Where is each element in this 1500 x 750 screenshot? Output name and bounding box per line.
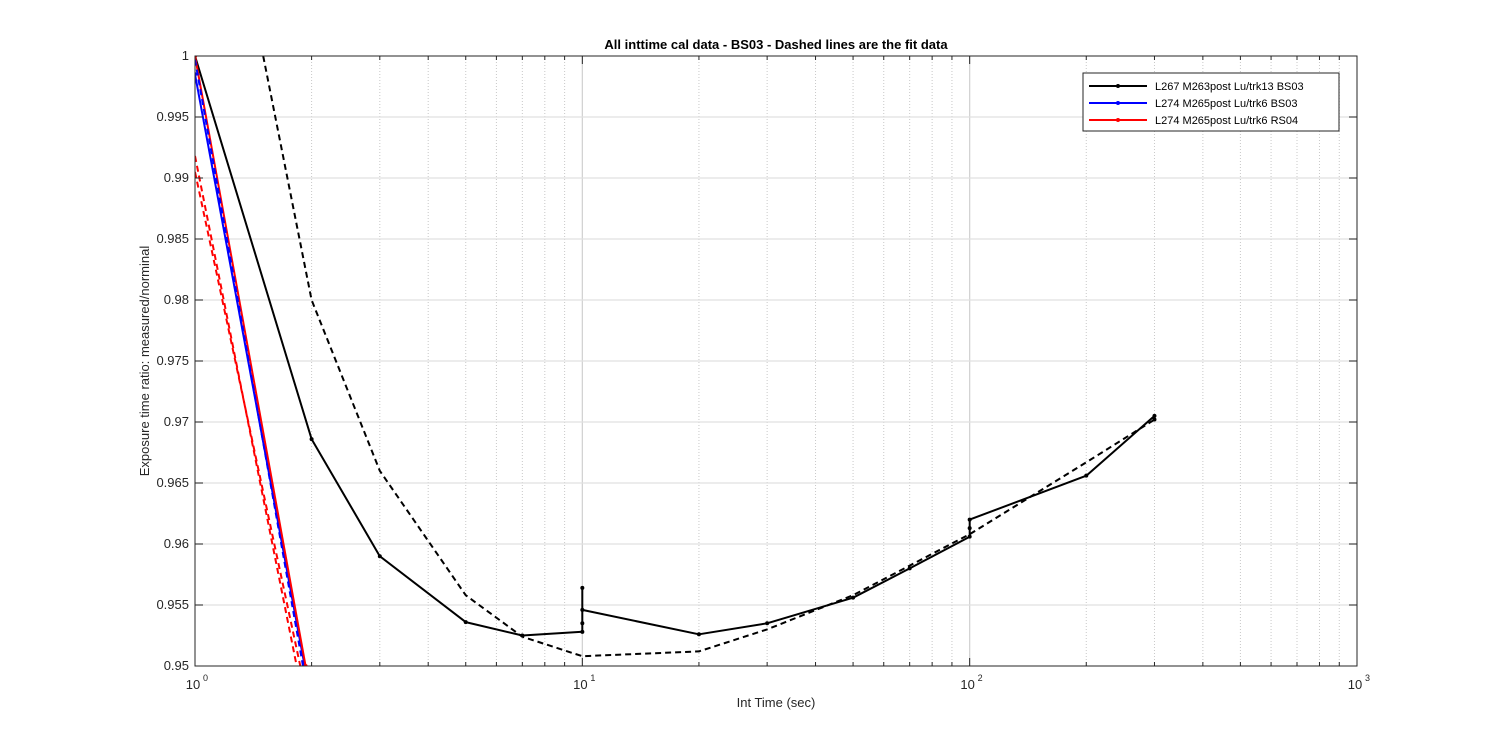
data-point bbox=[580, 607, 585, 612]
x-tick-label: 10 bbox=[573, 677, 587, 692]
legend-label: L274 M265post Lu/trk6 BS03 bbox=[1155, 98, 1297, 110]
y-tick-label: 0.995 bbox=[156, 109, 189, 124]
data-series-line bbox=[195, 56, 307, 666]
y-tick-label: 1 bbox=[182, 48, 189, 63]
legend-label: L267 M263post Lu/trk13 BS03 bbox=[1155, 81, 1304, 93]
legend-label: L274 M265post Lu/trk6 RS04 bbox=[1155, 115, 1298, 127]
data-point bbox=[1084, 473, 1089, 478]
y-tick-label: 0.955 bbox=[156, 597, 189, 612]
legend-swatch-marker bbox=[1116, 118, 1120, 122]
x-tick-label-exponent: 2 bbox=[978, 673, 983, 683]
fit-series-line bbox=[195, 59, 304, 666]
data-point bbox=[967, 517, 972, 522]
data-point bbox=[851, 595, 856, 600]
data-point bbox=[580, 621, 585, 626]
y-tick-label: 0.985 bbox=[156, 231, 189, 246]
x-tick-label-exponent: 1 bbox=[590, 673, 595, 683]
data-point bbox=[309, 437, 314, 442]
data-point bbox=[1152, 413, 1157, 418]
x-tick-label: 10 bbox=[960, 677, 974, 692]
legend: L267 M263post Lu/trk13 BS03 L274 M265post… bbox=[1082, 72, 1340, 132]
series-layer bbox=[195, 56, 1157, 666]
y-axis-label: Exposure time ratio: measured/norminal bbox=[137, 246, 152, 477]
data-point bbox=[907, 566, 912, 571]
y-tick-label: 0.975 bbox=[156, 353, 189, 368]
data-point bbox=[580, 629, 585, 634]
legend-swatch-marker bbox=[1116, 84, 1120, 88]
y-tick-label: 0.97 bbox=[164, 414, 189, 429]
data-point bbox=[967, 526, 972, 531]
y-tick-label: 0.99 bbox=[164, 170, 189, 185]
chart-title: All inttime cal data - BS03 - Dashed lin… bbox=[604, 37, 948, 52]
data-point bbox=[377, 554, 382, 559]
fit-series-line bbox=[262, 56, 1156, 658]
data-point bbox=[580, 585, 585, 590]
y-tick-label: 0.98 bbox=[164, 292, 189, 307]
data-point bbox=[696, 632, 701, 637]
x-tick-label: 10 bbox=[1348, 677, 1362, 692]
tick-labels: 10 0 10 1 10 2 10 30.950.9550.960.9650.970.9750… bbox=[156, 48, 1370, 692]
x-tick-label: 10 bbox=[186, 677, 200, 692]
x-tick-label-exponent: 3 bbox=[1365, 673, 1370, 683]
data-point bbox=[765, 621, 770, 626]
fit-series-line bbox=[195, 171, 302, 666]
y-tick-label: 0.965 bbox=[156, 475, 189, 490]
x-axis-label: Int Time (sec) bbox=[737, 695, 816, 710]
x-tick-label-exponent: 0 bbox=[203, 673, 208, 683]
data-point bbox=[463, 620, 468, 625]
data-point bbox=[967, 534, 972, 539]
ticks bbox=[194, 55, 1358, 667]
legend-swatch-marker bbox=[1116, 101, 1120, 105]
y-tick-label: 0.95 bbox=[164, 658, 189, 673]
y-tick-label: 0.96 bbox=[164, 536, 189, 551]
